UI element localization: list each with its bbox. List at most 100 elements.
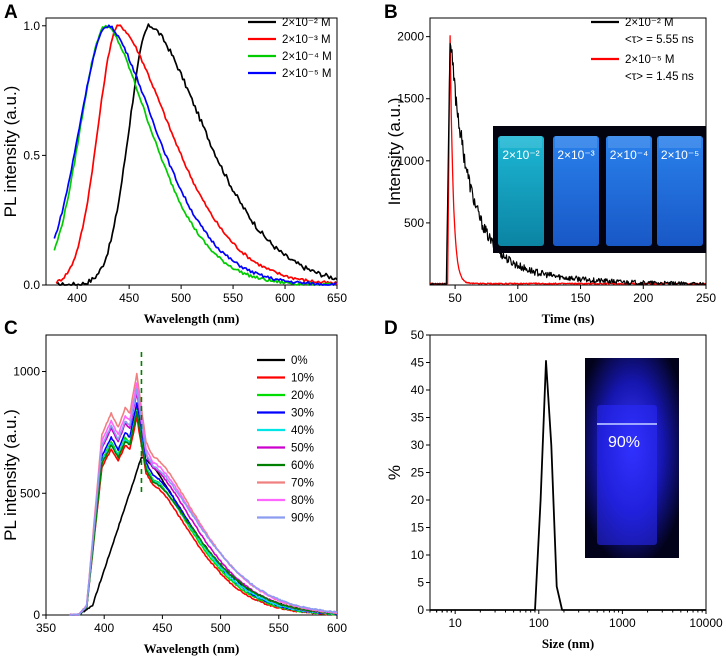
panel-d: D 10 100 1000 10000 0 5 10 15 20 25 30 35 40 45 50 Size … — [384, 318, 723, 651]
panel-b: B 50 100 150 200 250 500 1000 1500 2000 Time (ns) I… — [384, 2, 716, 326]
legend-item-text: 2×10⁻⁵ M — [282, 68, 332, 80]
legend-item-text: 60% — [291, 460, 314, 472]
y-tick-label: 1000 — [13, 365, 40, 379]
legend-item-text: 0% — [291, 355, 308, 367]
legend-item-text: 2×10⁻² M — [625, 17, 674, 29]
legend-lifetime: <τ> = 1.45 ns — [625, 71, 694, 83]
x-tick-label: 500 — [211, 621, 231, 635]
x-tick-label: 1000 — [609, 616, 636, 630]
legend-item-text: 30% — [291, 408, 314, 420]
y-tick-label: 500 — [404, 216, 424, 230]
x-axis-label: Time (ns) — [542, 311, 595, 326]
y-tick-label: 0.5 — [23, 148, 40, 162]
legend-item-text: 2×10⁻⁵ M — [625, 54, 675, 66]
y-tick-label: 0 — [417, 603, 424, 617]
x-tick-label: 250 — [696, 291, 716, 305]
legend-item-text: 2×10⁻³ M — [282, 34, 331, 46]
x-axis-label: Wavelength (nm) — [144, 311, 240, 326]
legend-item-text: 40% — [291, 425, 314, 437]
plot-area — [430, 35, 706, 285]
x-tick-label: 150 — [571, 291, 591, 305]
panel-label: B — [384, 2, 398, 23]
legend: 2×10⁻² M 2×10⁻³ M 2×10⁻⁴ M 2×10⁻⁵ M — [248, 17, 332, 80]
y-tick-label: 1.0 — [23, 19, 40, 33]
series-line — [69, 411, 338, 616]
plot-frame — [45, 17, 338, 286]
y-axis-label: PL intensity (a.u.) — [1, 409, 20, 541]
x-tick-label: 10000 — [689, 616, 723, 630]
y-tick-label: 1000 — [397, 154, 424, 168]
legend-item-text: 20% — [291, 390, 314, 402]
x-tick-label: 100 — [508, 291, 528, 305]
vial — [498, 136, 544, 246]
inset-label: 90% — [608, 434, 640, 451]
y-tick-label: 15 — [411, 521, 425, 535]
y-tick-label: 1500 — [397, 92, 424, 106]
vial — [606, 136, 652, 246]
x-axis-label: Size (nm) — [542, 636, 594, 651]
size-distribution-line — [430, 360, 706, 611]
y-tick-label: 0 — [33, 608, 40, 622]
panel-c: C 350 400 450 500 550 600 0 500 1000 Wavelength (n… — [1, 318, 347, 656]
x-tick-label: 100 — [529, 616, 549, 630]
panel-label: C — [4, 318, 18, 339]
y-axis-label: PL intensity (a.u.) — [1, 86, 20, 218]
inset-label: 2×10⁻³ — [557, 148, 594, 162]
x-tick-label: 400 — [94, 621, 114, 635]
x-tick-label: 50 — [448, 291, 462, 305]
panel-label: D — [384, 318, 398, 339]
x-tick-label: 350 — [36, 621, 56, 635]
y-tick-label: 50 — [411, 328, 425, 342]
x-tick-label: 550 — [223, 291, 243, 305]
legend-item-text: 80% — [291, 495, 314, 507]
y-tick-label: 0.0 — [23, 278, 40, 292]
legend-item-text: 70% — [291, 478, 314, 490]
legend: 0% 10% 20% 30% 40% 50% 60% 70% 80% 90% — [257, 355, 314, 525]
legend-item-text: 50% — [291, 443, 314, 455]
series-line — [56, 23, 338, 286]
panel-label: A — [4, 2, 18, 23]
y-tick-label: 45 — [411, 356, 425, 370]
x-tick-label: 600 — [275, 291, 295, 305]
y-tick-label: 35 — [411, 411, 425, 425]
series-line — [55, 24, 338, 286]
x-tick-label: 450 — [119, 291, 139, 305]
x-tick-label: 10 — [448, 616, 462, 630]
legend-item-text: 2×10⁻⁴ M — [282, 51, 332, 63]
vial-cap — [608, 136, 650, 148]
series-line — [69, 416, 337, 616]
y-tick-label: 20 — [411, 493, 425, 507]
x-axis-label: Wavelength (nm) — [144, 641, 240, 656]
legend-item-text: 2×10⁻² M — [282, 17, 331, 29]
inset-label: 2×10⁻⁴ — [610, 148, 649, 162]
x-tick-label: 500 — [171, 291, 191, 305]
series-line — [53, 24, 337, 286]
y-tick-label: 500 — [20, 486, 40, 500]
y-tick-label: 40 — [411, 383, 425, 397]
series-line — [69, 388, 338, 616]
series-line — [53, 24, 337, 286]
y-tick-label: 30 — [411, 438, 425, 452]
legend: 2×10⁻² M <τ> = 5.55 ns 2×10⁻⁵ M <τ> = 1.45 … — [591, 17, 694, 83]
inset-label: 2×10⁻² — [502, 148, 539, 162]
vial — [657, 136, 703, 246]
vial-cap — [500, 136, 542, 148]
legend-item-text: 90% — [291, 513, 314, 525]
y-tick-label: 10 — [411, 548, 425, 562]
x-tick-label: 650 — [327, 291, 347, 305]
y-tick-label: 25 — [411, 466, 425, 480]
x-tick-label: 400 — [67, 291, 87, 305]
vial — [597, 405, 657, 545]
x-tick-label: 450 — [152, 621, 172, 635]
y-tick-label: 5 — [417, 576, 424, 590]
y-axis-label: % — [385, 465, 404, 480]
y-axis-label: Intensity (a.u.) — [385, 98, 404, 206]
inset-photo: 90% — [585, 358, 679, 558]
vial-cap — [555, 136, 597, 148]
series-line — [430, 42, 706, 285]
inset-photo: 2×10⁻² 2×10⁻³ 2×10⁻⁴ 2×10⁻⁵ — [493, 126, 706, 253]
x-tick-label: 600 — [327, 621, 347, 635]
x-tick-label: 200 — [633, 291, 653, 305]
y-tick-label: 2000 — [397, 30, 424, 44]
